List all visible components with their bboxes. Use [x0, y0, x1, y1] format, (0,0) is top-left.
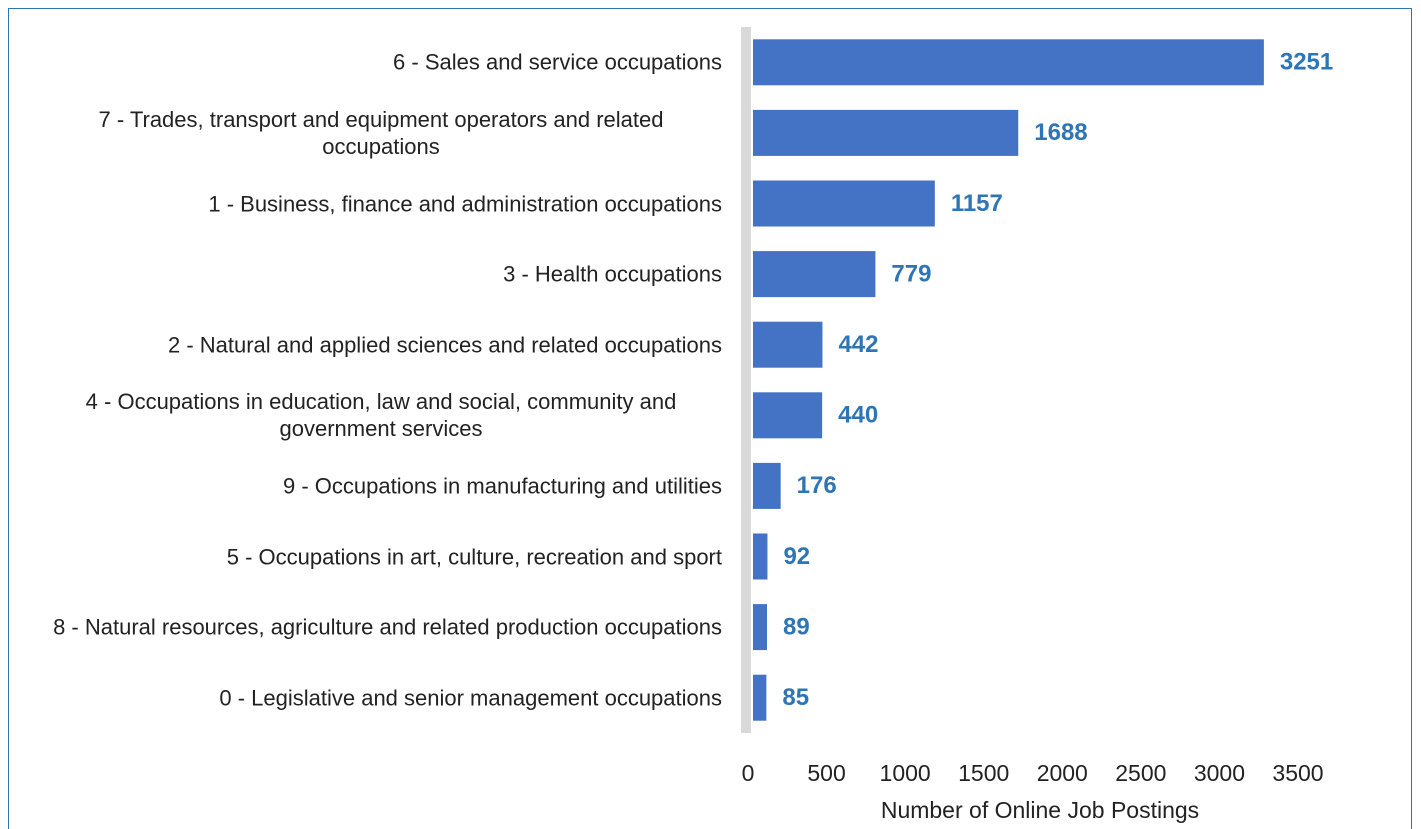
category-label: 4 - Occupations in education, law and so… [40, 388, 722, 442]
category-label: 2 - Natural and applied sciences and rel… [40, 331, 722, 358]
bar [753, 321, 823, 368]
y-axis-line [741, 27, 751, 733]
category-text: 2 - Natural and applied sciences and rel… [167, 332, 722, 358]
category-label: 6 - Sales and service occupations [40, 49, 722, 76]
x-axis-title: Number of Online Job Postings [881, 797, 1199, 823]
bar [753, 39, 1264, 86]
category-text: 9 - Occupations in manufacturing and uti… [282, 473, 722, 499]
category-label: 3 - Health occupations [40, 261, 722, 288]
category-text: 5 - Occupations in art, culture, recreat… [226, 544, 722, 569]
category-text: 4 - Occupations in education, law and so… [85, 389, 677, 442]
category-label: 0 - Legislative and senior management oc… [40, 684, 722, 711]
x-tick-label: 1000 [880, 760, 931, 786]
category-label: 1 - Business, finance and administration… [40, 190, 722, 217]
x-tick-label: 1500 [958, 760, 1009, 786]
value-label: 440 [838, 402, 878, 429]
value-label: 442 [838, 331, 878, 358]
value-label: 89 [783, 613, 810, 640]
x-tick-label: 2500 [1115, 760, 1166, 786]
x-tick-label: 0 [742, 760, 755, 786]
bar [753, 251, 876, 298]
bar [753, 533, 768, 580]
value-label: 85 [782, 684, 809, 711]
x-tick-label: 3500 [1272, 760, 1323, 786]
category-label: 5 - Occupations in art, culture, recreat… [40, 543, 722, 570]
frame [8, 8, 1412, 829]
category-label: 9 - Occupations in manufacturing and uti… [40, 472, 722, 499]
value-label: 92 [783, 543, 810, 570]
category-label: 8 - Natural resources, agriculture and r… [40, 614, 722, 641]
bar [753, 392, 823, 439]
x-tick-label: 2000 [1037, 760, 1088, 786]
category-text: 3 - Health occupations [503, 261, 722, 287]
bar [753, 462, 781, 509]
value-label: 176 [797, 472, 837, 499]
bar [753, 180, 935, 227]
bar [753, 674, 767, 721]
category-text: 6 - Sales and service occupations [393, 49, 722, 75]
value-label: 1688 [1034, 119, 1087, 146]
x-tick-label: 500 [807, 760, 845, 786]
category-text: 8 - Natural resources, agriculture and r… [53, 614, 722, 640]
category-label: 7 - Trades, transport and equipment oper… [40, 106, 722, 160]
x-tick-label: 3000 [1194, 760, 1245, 786]
category-text: 7 - Trades, transport and equipment oper… [98, 106, 664, 159]
category-text: 0 - Legislative and senior management oc… [219, 685, 722, 711]
category-text: 1 - Business, finance and administration… [208, 191, 722, 216]
value-label: 779 [891, 260, 931, 287]
value-label: 3251 [1280, 49, 1333, 76]
bar [753, 109, 1019, 156]
value-label: 1157 [951, 190, 1003, 217]
bar [753, 604, 767, 651]
